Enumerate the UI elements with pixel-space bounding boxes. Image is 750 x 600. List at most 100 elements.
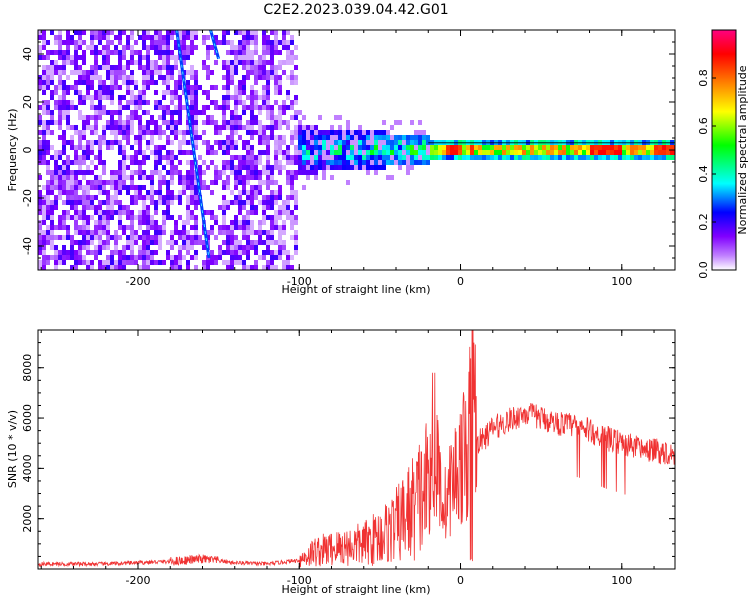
- spectrogram-cell: [126, 235, 130, 240]
- spectrogram-cell: [94, 60, 98, 65]
- spectrogram-cell: [94, 230, 98, 235]
- spectrogram-cell: [178, 180, 182, 185]
- y-tick-label: 2000: [21, 505, 34, 533]
- spectrogram-cell: [138, 215, 142, 220]
- spectrogram-cell: [186, 120, 190, 125]
- spectrogram-cell: [94, 30, 98, 35]
- spectrogram-cell: [222, 65, 226, 70]
- spectrogram-cell: [266, 165, 270, 170]
- spectrogram-cell: [222, 160, 226, 165]
- spectrogram-cell: [170, 170, 174, 175]
- spectrogram-cell: [426, 160, 430, 165]
- spectrogram-cell: [86, 195, 90, 200]
- spectrogram-cell: [178, 265, 182, 270]
- spectrogram-cell: [298, 145, 302, 150]
- spectrogram-cell: [62, 255, 66, 260]
- spectrogram-cell: [190, 210, 194, 215]
- spectrogram-cell: [70, 55, 74, 60]
- spectrogram-cell: [118, 110, 122, 115]
- spectrogram-cell: [278, 205, 282, 210]
- spectrogram-cell: [666, 145, 670, 150]
- spectrogram-cell: [50, 215, 54, 220]
- spectrogram-cell: [114, 110, 118, 115]
- spectrogram-cell: [146, 45, 150, 50]
- spectrogram-cell: [270, 225, 274, 230]
- spectrogram-cell: [82, 155, 86, 160]
- spectrogram-cell: [330, 145, 334, 150]
- spectrogram-cell: [94, 125, 98, 130]
- spectrogram-cell: [278, 65, 282, 70]
- spectrogram-cell: [150, 220, 154, 225]
- spectrogram-cell: [166, 205, 170, 210]
- spectrogram-cell: [238, 80, 242, 85]
- spectrogram-cell: [250, 160, 254, 165]
- spectrogram-cell: [342, 155, 346, 160]
- spectrogram-cell: [622, 145, 626, 150]
- spectrogram-cell: [110, 185, 114, 190]
- spectrogram-cell: [250, 90, 254, 95]
- spectrogram-cell: [42, 125, 46, 130]
- spectrogram-cell: [290, 210, 294, 215]
- spectrogram-cell: [370, 140, 374, 145]
- spectrogram-cell: [302, 130, 306, 135]
- spectrogram-cell: [70, 185, 74, 190]
- spectrogram-cell: [206, 115, 210, 120]
- spectrogram-cell: [254, 115, 258, 120]
- spectrogram-cell: [374, 160, 378, 165]
- spectrogram-cell: [110, 255, 114, 260]
- spectrogram-cell: [42, 240, 46, 245]
- spectrogram-cell: [118, 140, 122, 145]
- spectrogram-cell: [122, 205, 126, 210]
- spectrogram-cell: [82, 100, 86, 105]
- spectrogram-cell: [94, 45, 98, 50]
- spectrogram-cell: [74, 50, 78, 55]
- spectrogram-cell: [122, 65, 126, 70]
- spectrogram-cell: [114, 250, 118, 255]
- spectrogram-cell: [242, 220, 246, 225]
- spectrogram-cell: [578, 150, 582, 155]
- spectrogram-cell: [326, 140, 330, 145]
- spectrogram-cell: [610, 145, 614, 150]
- spectrogram-cell: [414, 155, 418, 160]
- spectrogram-cell: [154, 45, 158, 50]
- spectrogram-cell: [150, 250, 154, 255]
- spectrogram-cell: [74, 85, 78, 90]
- spectrogram-cell: [54, 205, 58, 210]
- spectrogram-cell: [54, 170, 58, 175]
- spectrogram-cell: [614, 150, 618, 155]
- snr-x-axis-label: Height of straight line (km): [281, 583, 430, 596]
- spectrogram-cell: [74, 80, 78, 85]
- spectrogram-cell: [170, 130, 174, 135]
- spectrogram-cell: [250, 40, 254, 45]
- spectrogram-cell: [262, 40, 266, 45]
- spectrogram-cell: [114, 125, 118, 130]
- spectrogram-cell: [154, 35, 158, 40]
- spectrogram-cell: [198, 155, 202, 160]
- spectrogram-cell: [246, 210, 250, 215]
- spectrogram-cell: [326, 165, 330, 170]
- spectrogram-cell: [110, 250, 114, 255]
- spectrogram-cell: [86, 165, 90, 170]
- spectrogram-cell: [222, 170, 226, 175]
- spectrogram-cell: [234, 120, 238, 125]
- spectrogram-cell: [266, 250, 270, 255]
- spectrogram-cell: [46, 165, 50, 170]
- spectrogram-cell: [646, 155, 650, 160]
- spectrogram-cell: [310, 145, 314, 150]
- spectrogram-cell: [90, 70, 94, 75]
- spectrogram-cell: [318, 135, 322, 140]
- spectrogram-cell: [186, 245, 190, 250]
- spectrogram-cell: [226, 230, 230, 235]
- spectrogram-cell: [106, 195, 110, 200]
- spectrogram-cell: [126, 35, 130, 40]
- spectrogram-cell: [78, 180, 82, 185]
- spectrogram-cell: [170, 125, 174, 130]
- spectrogram-cell: [142, 200, 146, 205]
- spectrogram-cell: [130, 55, 134, 60]
- spectrogram-cell: [262, 240, 266, 245]
- spectrogram-cell: [150, 80, 154, 85]
- spectrogram-cell: [190, 180, 194, 185]
- spectrogram-cell: [222, 225, 226, 230]
- spectrogram-cell: [266, 105, 270, 110]
- spectrogram-cell: [234, 50, 238, 55]
